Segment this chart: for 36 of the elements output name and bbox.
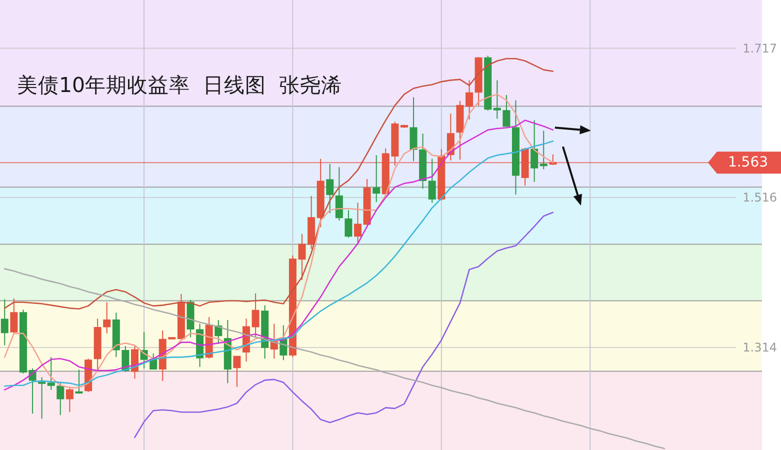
candlestick xyxy=(344,210,352,238)
candlestick xyxy=(177,294,185,340)
candlestick xyxy=(512,100,520,196)
line-series xyxy=(134,212,554,438)
candlestick xyxy=(474,56,482,106)
y-tick-label: 1.314 xyxy=(742,340,777,355)
line-series xyxy=(4,58,554,310)
candlestick xyxy=(354,202,362,244)
candlestick xyxy=(19,309,27,374)
candlestick xyxy=(214,320,222,344)
candlestick xyxy=(363,178,371,226)
candlestick xyxy=(66,388,74,413)
candlestick xyxy=(75,369,83,394)
candlestick xyxy=(10,298,18,335)
candlestick xyxy=(372,154,380,202)
candlestick xyxy=(94,318,102,372)
candlestick xyxy=(38,376,46,420)
ref-label: 1.563 xyxy=(708,152,781,174)
candlestick xyxy=(0,298,8,346)
candlestick xyxy=(428,158,436,204)
candlestick xyxy=(103,302,111,334)
candlestick xyxy=(456,100,464,160)
candlestick xyxy=(335,166,343,222)
candlestick xyxy=(540,130,548,170)
candlestick xyxy=(400,124,408,128)
candlestick xyxy=(484,55,492,112)
candlestick xyxy=(233,356,241,388)
candlestick xyxy=(530,120,538,182)
candlestick xyxy=(326,164,334,214)
candlestick xyxy=(466,80,474,120)
ref-line-label: 1.563 xyxy=(728,154,768,171)
candlestick xyxy=(252,292,260,338)
y-tick-label: 1.516 xyxy=(742,190,777,205)
text: 美债10年期收益率 日线图 张尧浠 xyxy=(17,73,342,97)
candlestick xyxy=(270,323,278,360)
y-tick-label: 1.717 xyxy=(742,41,777,56)
